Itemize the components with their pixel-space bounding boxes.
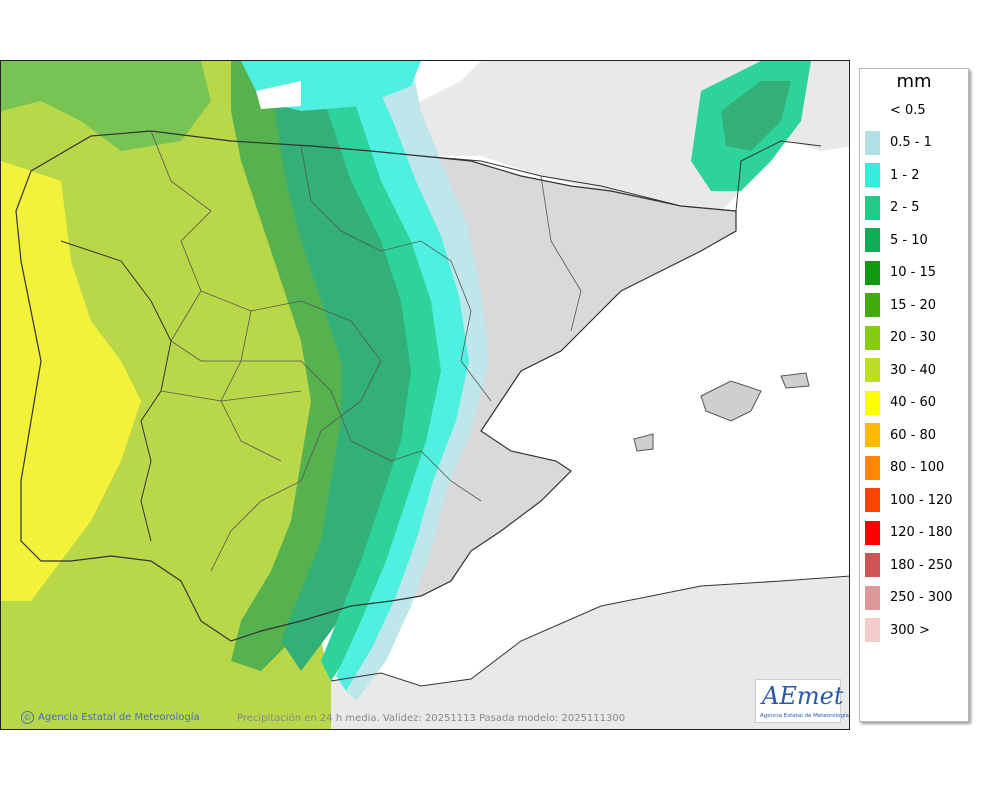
- legend-swatch: [865, 228, 880, 252]
- legend-label: 30 - 40: [890, 362, 937, 378]
- precip-band-0.5-1: [346, 61, 489, 701]
- legend-swatch: [865, 98, 880, 122]
- legend-label: 20 - 30: [890, 330, 937, 345]
- legend-item: 0.5 - 1: [865, 130, 932, 156]
- precipitation-legend: mm < 0.5 0.5 - 1 1 - 2 2 - 5 5 - 10 10 - 15 15…: [859, 68, 969, 722]
- legend-item: 80 - 100: [865, 455, 944, 481]
- legend-label: 100 - 120: [890, 492, 953, 508]
- legend-swatch: [865, 358, 880, 382]
- legend-item: 15 - 20: [865, 292, 936, 318]
- aemet-logo-subtitle: Agencia Estatal de Meteorología: [760, 713, 849, 719]
- legend-label: 1 - 2: [890, 167, 920, 183]
- legend-label: 40 - 60: [890, 395, 937, 410]
- aemet-logo-word: AEmet: [762, 682, 844, 710]
- legend-swatch: [865, 455, 880, 480]
- mallorca-island: [700, 380, 762, 422]
- legend-swatch: [865, 618, 880, 642]
- legend-item: 250 - 300: [865, 585, 953, 611]
- legend-label: 250 - 300: [890, 590, 953, 605]
- legend-swatch: [865, 488, 880, 512]
- legend-swatch: [865, 325, 880, 350]
- legend-item: 60 - 80: [865, 422, 936, 448]
- precip-band-15-20: [231, 61, 421, 671]
- legend-label: < 0.5: [890, 102, 926, 118]
- copyright-icon: ©: [21, 711, 34, 724]
- precipitation-map: © Agencia Estatal de Meteorología Precip…: [0, 60, 850, 730]
- menorca-island: [780, 372, 810, 389]
- agency-credit-text: Agencia Estatal de Meteorología: [38, 712, 200, 723]
- legend-label: 60 - 80: [890, 427, 937, 443]
- africa-land: [321, 576, 849, 729]
- legend-swatch: [865, 520, 880, 545]
- legend-swatch: [865, 423, 880, 447]
- precip-northeast-core: [721, 81, 791, 151]
- legend-item: 5 - 10: [865, 227, 928, 253]
- legend-item: 1 - 2: [865, 162, 920, 188]
- legend-item: 20 - 30: [865, 325, 936, 351]
- legend-label: 5 - 10: [890, 232, 928, 248]
- precip-band-2-5: [311, 61, 451, 681]
- legend-item: < 0.5: [865, 97, 926, 123]
- region-borders: [150, 130, 582, 572]
- legend-label: 15 - 20: [890, 297, 937, 313]
- legend-item: 10 - 15: [865, 260, 936, 286]
- map-canvas: [1, 61, 849, 729]
- legend-item: 2 - 5: [865, 195, 920, 221]
- legend-item: 30 - 40: [865, 357, 936, 383]
- legend-swatch: [865, 260, 880, 285]
- legend-swatch: [865, 553, 880, 577]
- precip-band-green-west: [1, 61, 211, 151]
- legend-label: 180 - 250: [890, 557, 953, 573]
- legend-label: 0.5 - 1: [890, 135, 932, 150]
- iberia-coastline: [15, 130, 737, 642]
- legend-swatch: [865, 390, 880, 415]
- legend-unit: mm: [896, 71, 932, 92]
- legend-item: 300 >: [865, 617, 930, 643]
- legend-item: 40 - 60: [865, 390, 936, 416]
- legend-label: 120 - 180: [890, 525, 953, 540]
- legend-swatch: [865, 293, 880, 317]
- legend-item: 180 - 250: [865, 552, 953, 578]
- legend-item: 120 - 180: [865, 520, 953, 546]
- agency-credit: © Agencia Estatal de Meteorología: [21, 711, 200, 724]
- legend-label: 2 - 5: [890, 200, 920, 215]
- precip-bay-inner: [256, 81, 301, 109]
- legend-item: 100 - 120: [865, 487, 953, 513]
- legend-label: 10 - 15: [890, 265, 937, 280]
- france-border: [420, 140, 822, 212]
- model-validity-caption: Precipitación en 24 h media. Validez: 20…: [237, 713, 626, 724]
- legend-swatch: [865, 163, 880, 187]
- africa-coastline: [330, 575, 849, 687]
- legend-swatch: [865, 195, 880, 220]
- aemet-logo: AEmet Agencia Estatal de Meteorología: [755, 679, 849, 723]
- legend-swatch: [865, 130, 880, 155]
- legend-label: 300 >: [890, 622, 930, 638]
- legend-swatch: [865, 585, 880, 610]
- ibiza-island: [633, 433, 654, 452]
- precip-band-yellow: [1, 161, 141, 601]
- legend-label: 80 - 100: [890, 460, 945, 475]
